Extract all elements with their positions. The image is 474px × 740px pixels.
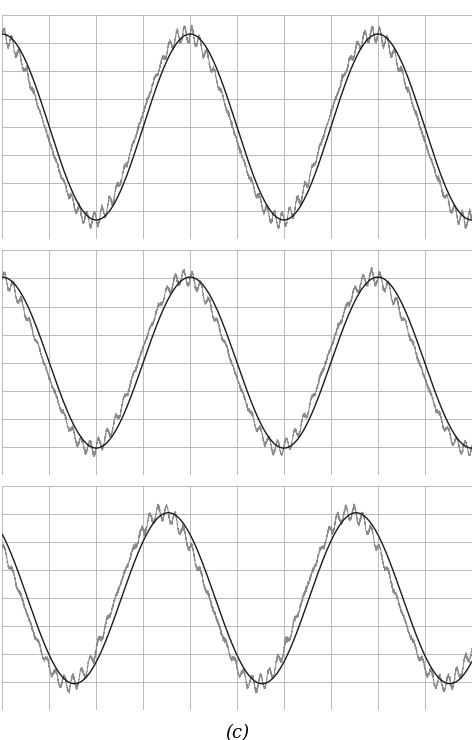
Text: (b): (b): [224, 488, 250, 506]
Text: (a): (a): [225, 252, 249, 271]
Text: (c): (c): [225, 724, 249, 740]
